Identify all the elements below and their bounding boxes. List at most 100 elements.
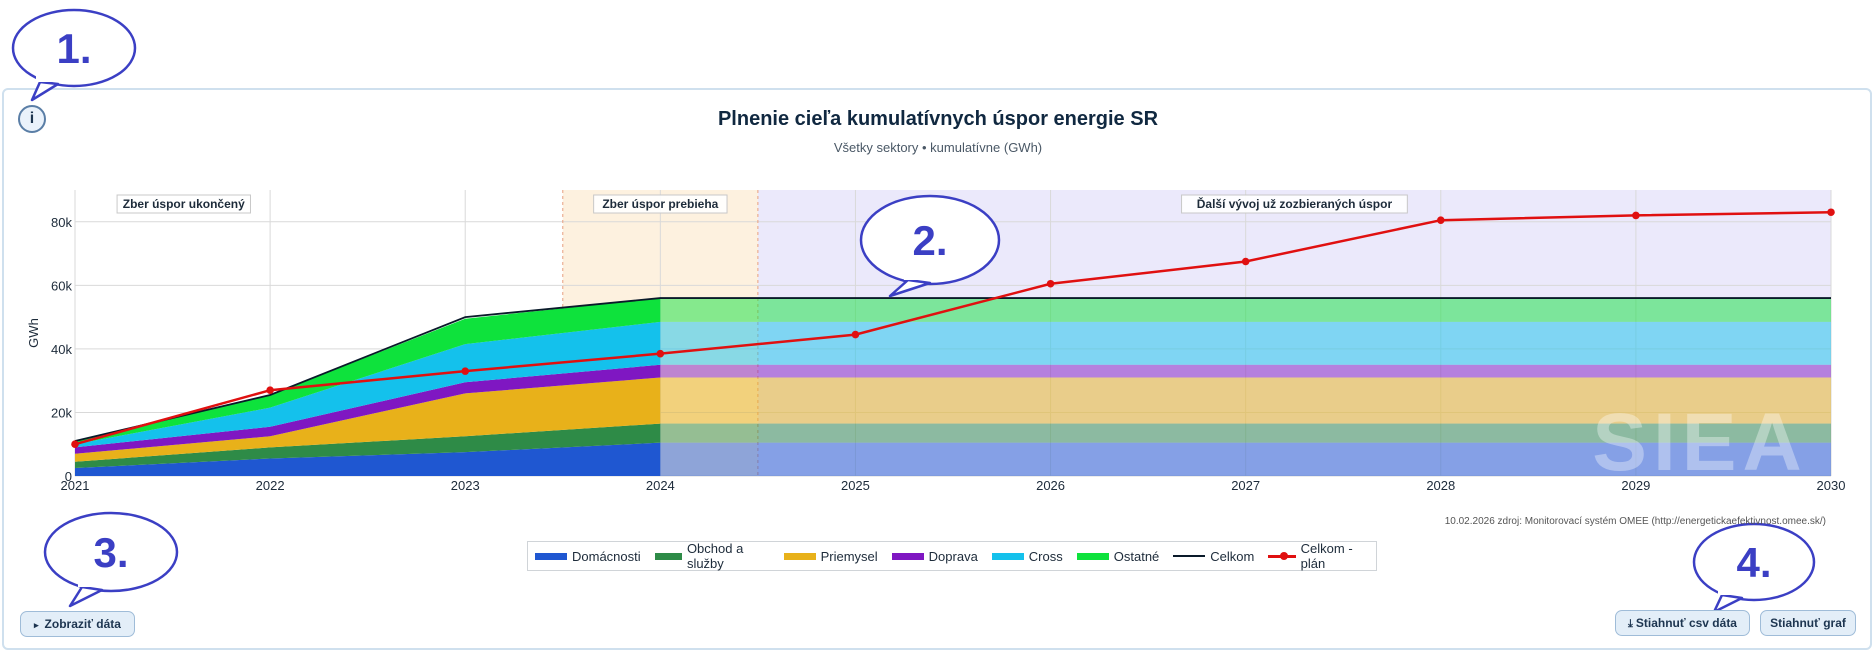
y-tick-label: 20k — [51, 405, 72, 420]
x-tick-label: 2028 — [1426, 478, 1455, 493]
callout-tail — [30, 80, 60, 102]
legend-swatch — [1173, 555, 1206, 557]
info-button[interactable]: i — [18, 105, 46, 133]
x-tick-label: 2029 — [1621, 478, 1650, 493]
area-cross — [75, 321, 661, 448]
callout-tail — [888, 278, 932, 298]
legend-item[interactable]: Priemysel — [783, 548, 878, 564]
legend-item[interactable]: Ostatné — [1076, 548, 1160, 564]
projection-obchod-a-služby — [660, 423, 1832, 443]
chart-legend: Domácnosti Obchod a služby Priemysel Doprav… — [527, 541, 1377, 571]
area-domácnosti — [75, 442, 661, 476]
x-tick-label: 2025 — [841, 478, 870, 493]
callout-2: 2. — [859, 194, 1001, 298]
legend-swatch — [1076, 552, 1109, 560]
zone-label: Zber úspor prebieha — [593, 194, 728, 214]
line-celkom-plan — [74, 210, 1832, 446]
zone-label-box — [593, 194, 728, 214]
legend-item[interactable]: Doprava — [891, 548, 978, 564]
plan-point — [461, 367, 470, 375]
legend-swatch — [891, 552, 924, 560]
legend-swatch — [654, 552, 682, 560]
callout-tail — [1712, 593, 1744, 614]
zone-label-text: Zber úspor ukončený — [123, 197, 245, 211]
plan-point — [71, 440, 79, 449]
line-layer — [71, 208, 1835, 449]
legend-label: Obchod a služby — [686, 541, 744, 571]
callout-4: 4. — [1692, 522, 1816, 614]
callout-tail-join — [78, 581, 106, 587]
legend-marker — [1280, 551, 1289, 560]
zone-label: Ďalší vývoj už zozbieraných úspor — [1181, 194, 1408, 214]
source-note: 10.02.2026 zdroj: Monitorovací systém OM… — [1444, 516, 1826, 527]
y-tick-label: 0 — [65, 469, 72, 484]
callout-number: 4. — [1736, 539, 1771, 586]
zone-label-box — [1181, 194, 1408, 214]
legend-label: Ostatné — [1113, 548, 1160, 564]
callout-layer: 1. 2. 3. 4. — [11, 8, 1816, 614]
callout-number: 2. — [912, 217, 947, 264]
caret-right-icon: ▸ — [34, 620, 39, 630]
x-tick-label: 2030 — [1817, 478, 1846, 493]
callout-tail-join — [36, 76, 62, 82]
legend-swatch — [535, 552, 567, 560]
download-csv-button[interactable]: ⤓ Stiahnuť csv dáta — [1615, 610, 1750, 636]
plan-point — [1046, 279, 1055, 288]
projection-priemysel — [660, 377, 1832, 424]
x-tick-label: 2027 — [1231, 478, 1260, 493]
x-tick-label: 2026 — [1036, 478, 1065, 493]
legend-label: Celkom — [1210, 548, 1255, 564]
legend-swatch — [991, 552, 1024, 560]
download-chart-label: Stiahnuť graf — [1770, 616, 1846, 630]
watermark-logo: SIEA — [1592, 397, 1807, 488]
y-axis-label: GWh — [26, 318, 41, 348]
legend-item[interactable]: Cross — [991, 548, 1063, 564]
chart-subtitle: Všetky sektory • kumulatívne (GWh) — [833, 140, 1043, 155]
show-data-button[interactable]: ▸ Zobraziť dáta — [20, 611, 135, 637]
callout-bubble — [11, 8, 137, 88]
plan-point — [851, 330, 860, 339]
label-layer: 0 20k 40k 60k 80k 2021 2022 2023 2024 2025 2026 202… — [26, 194, 1846, 493]
legend-swatch — [1268, 551, 1296, 560]
callout-tail-join — [904, 274, 934, 280]
download-chart-button[interactable]: Stiahnuť graf — [1760, 610, 1856, 636]
callout-number: 1. — [56, 25, 91, 72]
download-icon: ⤓ — [1628, 618, 1633, 630]
legend-label: Domácnosti — [572, 548, 641, 564]
line-celkom — [74, 297, 1831, 442]
legend-item[interactable]: Obchod a služby — [654, 541, 770, 571]
legend-label: Priemysel — [820, 548, 878, 564]
callout-1: 1. — [11, 8, 137, 102]
area-ostatné — [75, 298, 661, 445]
y-tick-label: 60k — [51, 278, 72, 293]
plan-point — [1241, 257, 1250, 266]
projection-cross — [660, 321, 1832, 365]
x-tick-label: 2024 — [646, 478, 675, 493]
projection-domácnosti — [660, 442, 1832, 476]
y-tick-label: 80k — [51, 215, 72, 230]
plan-point — [1436, 216, 1445, 224]
legend-item[interactable]: Domácnosti — [535, 549, 641, 564]
x-tick-label: 2022 — [256, 478, 285, 493]
callout-number: 3. — [93, 529, 128, 576]
zone-label-box — [116, 194, 251, 214]
callout-tail-join — [1718, 589, 1746, 595]
projection-ostatné — [660, 298, 1832, 322]
projection-layer — [660, 298, 1832, 476]
callout-3: 3. — [43, 511, 179, 608]
legend-item[interactable]: Celkom - plán — [1268, 541, 1369, 571]
area-doprava — [75, 364, 661, 454]
callout-bubble — [43, 511, 179, 593]
plan-point — [656, 349, 665, 358]
plan-point — [1827, 208, 1835, 217]
area-obchod-a-služby — [75, 423, 661, 469]
legend-label: Doprava — [928, 548, 978, 564]
zone-label-text: Ďalší vývoj už zozbieraných úspor — [1197, 196, 1393, 211]
legend-item[interactable]: Celkom — [1173, 549, 1254, 564]
y-tick-label: 40k — [51, 342, 72, 357]
zone-label: Zber úspor ukončený — [116, 194, 251, 214]
plan-point — [266, 386, 274, 395]
x-tick-label: 2021 — [61, 478, 90, 493]
legend-label: Cross — [1028, 548, 1063, 564]
